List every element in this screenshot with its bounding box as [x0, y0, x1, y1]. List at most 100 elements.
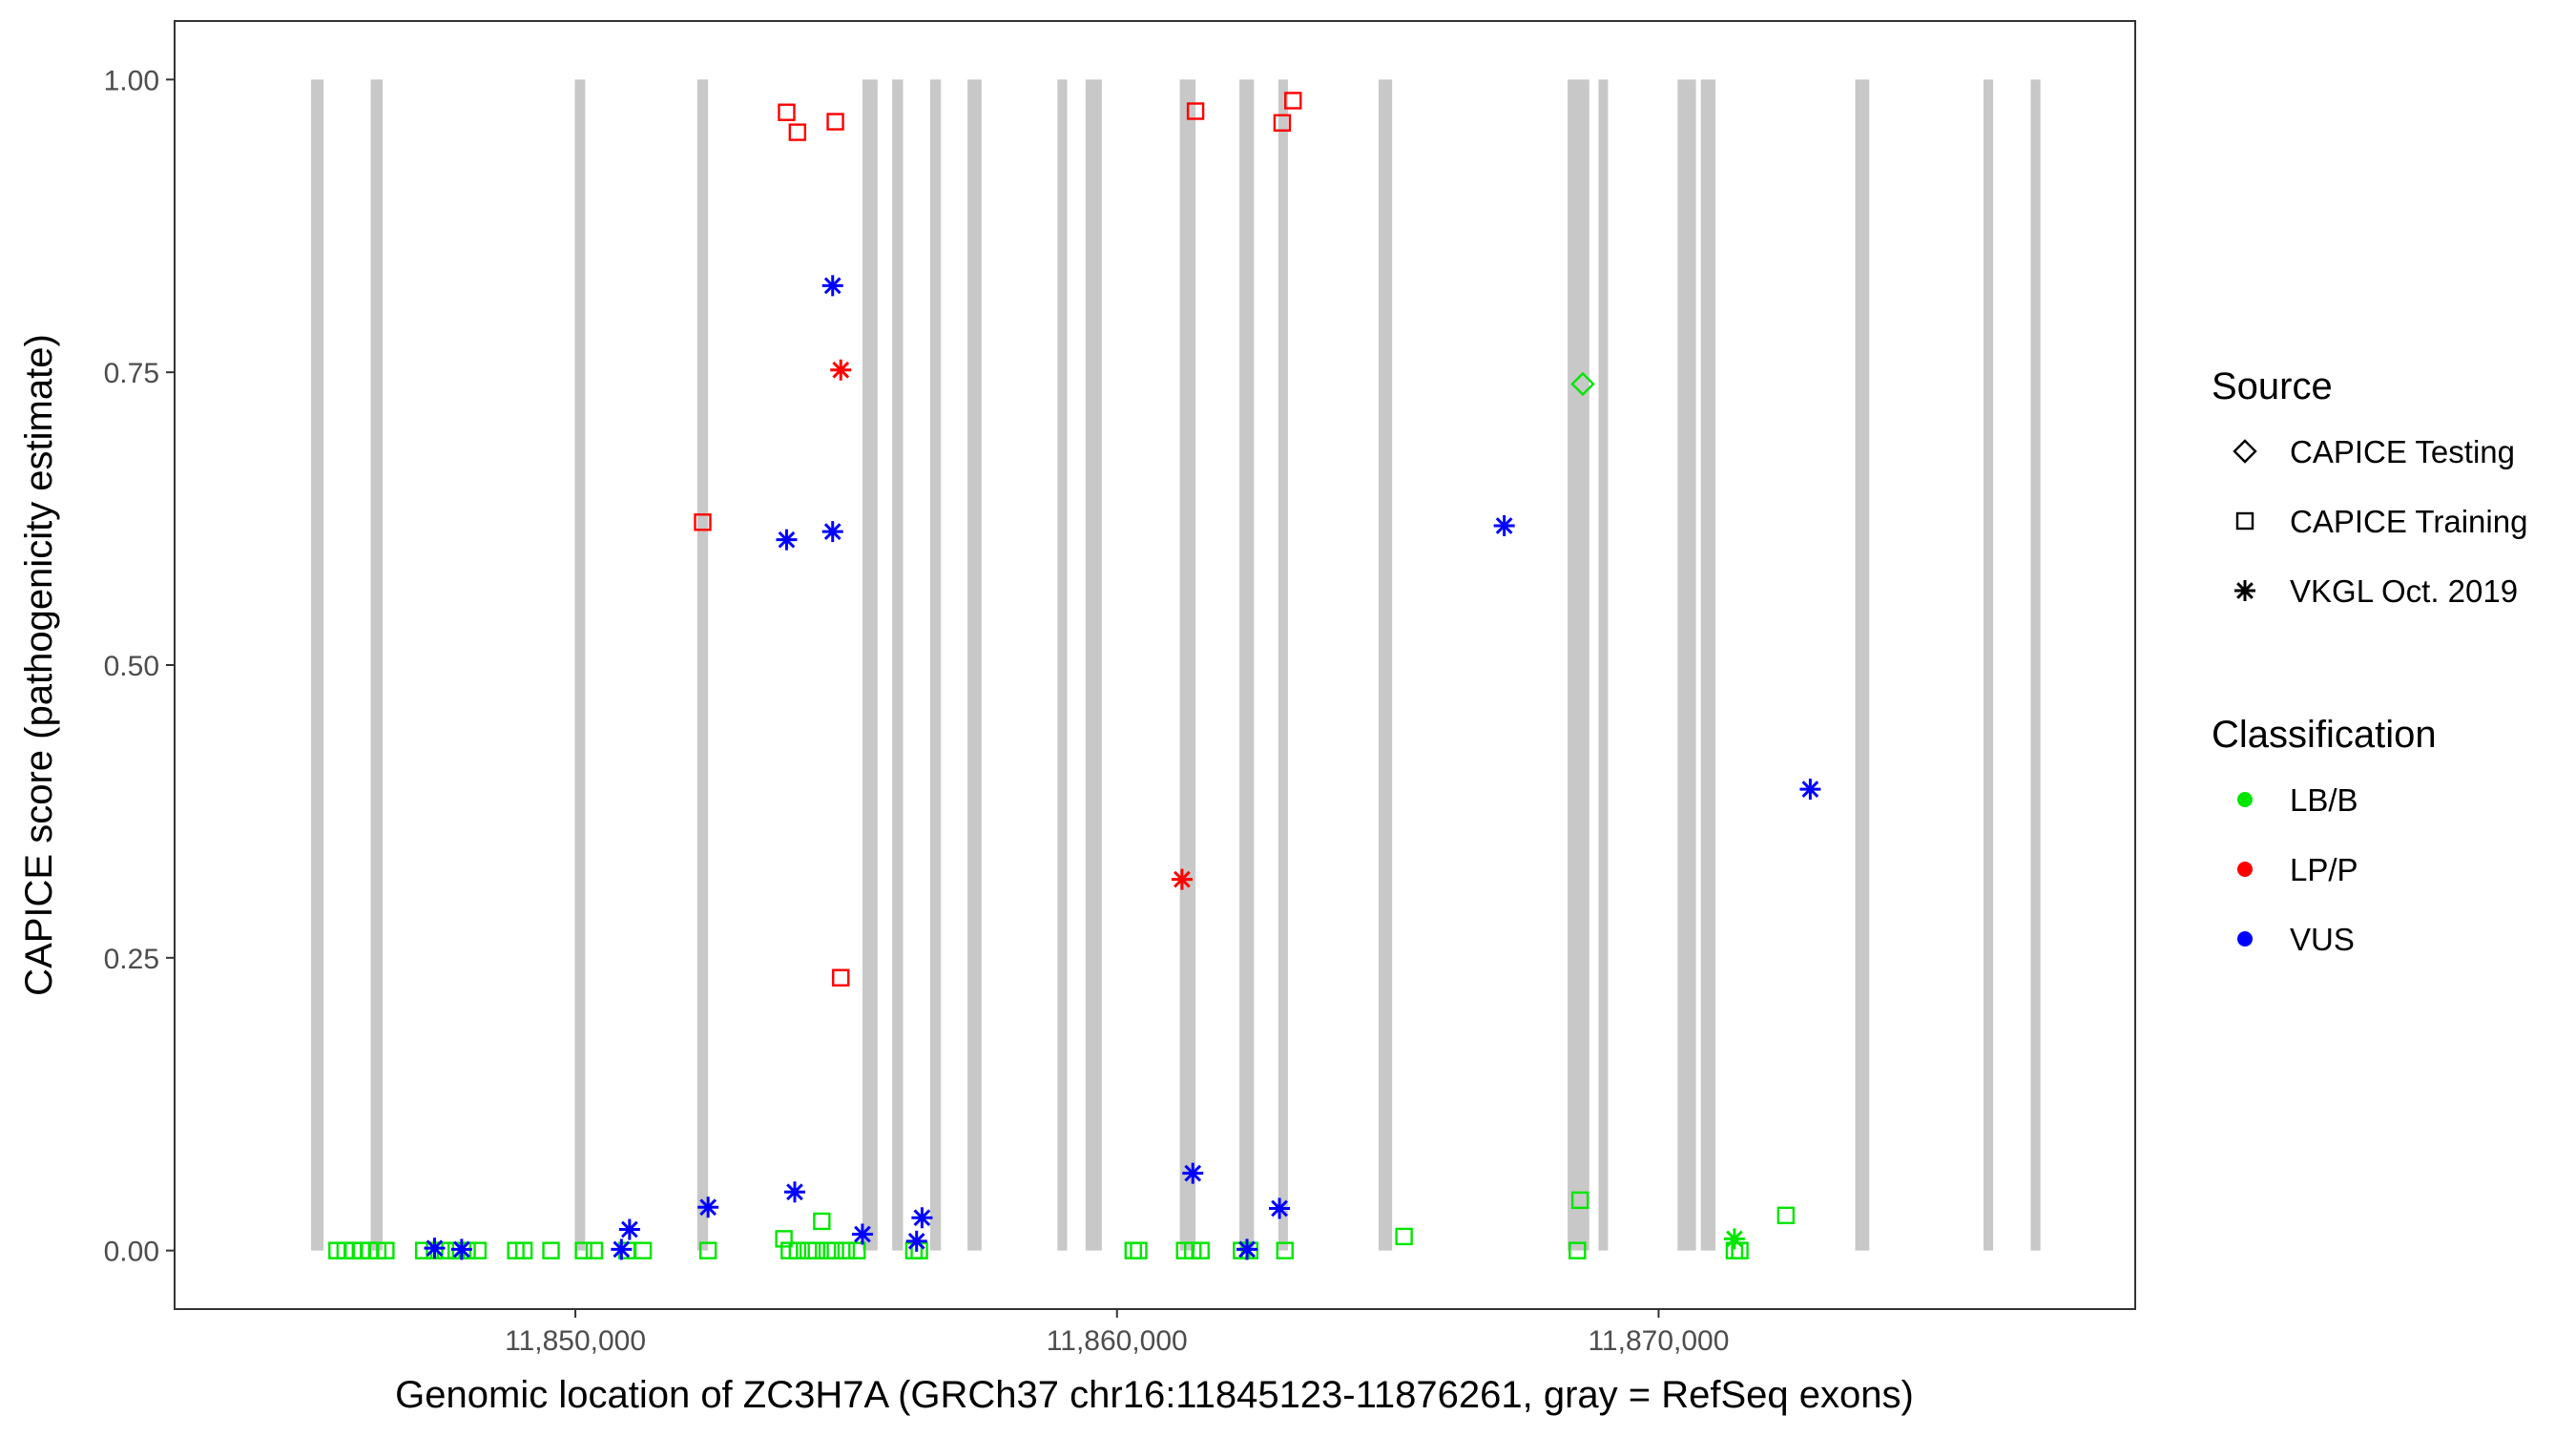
y-tick-label: 0.50 — [104, 651, 159, 682]
exon-band — [1984, 79, 1994, 1251]
data-point — [514, 1241, 533, 1259]
exon-band — [696, 79, 709, 1251]
legend: Source CAPICE Testing CAPICE Training VKGL … — [2212, 365, 2527, 957]
data-point — [826, 1241, 844, 1259]
legend-item-label: CAPICE Testing — [2290, 434, 2515, 469]
legend-key-asterisk — [2234, 580, 2255, 601]
legend-item-label: LB/B — [2290, 782, 2358, 818]
exon-band — [967, 79, 982, 1251]
data-point — [830, 359, 852, 381]
y-tick-label: 0.25 — [104, 944, 159, 975]
data-points — [328, 92, 1821, 1260]
exon-band — [370, 79, 383, 1251]
exon-band — [1278, 79, 1288, 1251]
legend-key-dot — [2237, 792, 2253, 807]
legend-item-label: CAPICE Training — [2290, 504, 2527, 539]
x-tick-label: 11,850,000 — [505, 1325, 646, 1357]
data-point — [813, 1212, 831, 1231]
data-point — [837, 1241, 856, 1259]
exon-band — [574, 79, 586, 1251]
data-point — [778, 103, 796, 121]
data-point — [821, 521, 843, 543]
data-point — [1171, 868, 1193, 890]
legend-key-dot — [2237, 862, 2253, 877]
data-point — [832, 968, 850, 987]
exon-band — [1085, 79, 1102, 1251]
legend-item-label: VUS — [2290, 922, 2355, 957]
data-point — [424, 1238, 446, 1259]
exon-bands — [311, 79, 2041, 1251]
legend-item-label: LP/P — [2290, 852, 2358, 887]
data-point — [1284, 92, 1302, 110]
y-tick-label: 0.75 — [104, 358, 159, 389]
exon-band — [1855, 79, 1870, 1251]
legend-title: Source — [2212, 365, 2333, 407]
exon-band — [1568, 79, 1589, 1251]
exon-band — [1700, 79, 1716, 1251]
data-point — [1776, 1206, 1796, 1225]
data-point — [1570, 371, 1595, 397]
data-point — [1799, 779, 1821, 801]
data-point — [1236, 1238, 1258, 1260]
data-point — [1269, 1197, 1291, 1219]
data-point — [1395, 1227, 1413, 1246]
data-point — [848, 1241, 866, 1259]
legend-title: Classification — [2212, 714, 2437, 756]
data-point — [698, 1241, 717, 1259]
exon-band — [892, 79, 904, 1251]
data-point — [611, 1238, 633, 1260]
data-point — [851, 1223, 873, 1245]
data-point — [377, 1241, 395, 1259]
exon-band — [2030, 79, 2041, 1251]
exon-band — [1677, 79, 1696, 1251]
data-point — [783, 1181, 805, 1203]
data-point — [1182, 1162, 1204, 1184]
data-point — [1570, 1191, 1589, 1210]
legend-item-label: VKGL Oct. 2019 — [2290, 573, 2518, 609]
data-point — [775, 1230, 793, 1248]
exon-band — [311, 79, 324, 1251]
exon-band — [1239, 79, 1255, 1251]
data-point — [1130, 1241, 1148, 1259]
data-point — [807, 1241, 825, 1259]
data-point — [776, 529, 798, 551]
data-point — [1192, 1241, 1210, 1259]
legend-key-diamond — [2233, 439, 2257, 464]
data-point — [1493, 514, 1515, 536]
data-point — [826, 113, 844, 131]
data-point — [1723, 1228, 1745, 1250]
data-point — [618, 1218, 640, 1240]
data-point — [450, 1238, 472, 1260]
exon-band — [929, 79, 942, 1251]
y-axis-label: CAPICE score (pathogenicity estimate) — [18, 334, 60, 996]
data-point — [788, 123, 807, 141]
axes: 0.00 0.25 0.50 0.75 1.00 11,850,000 11,860,000… — [104, 65, 1730, 1357]
data-point — [574, 1241, 592, 1259]
legend-key-square — [2235, 511, 2254, 531]
x-tick-label: 11,860,000 — [1047, 1325, 1188, 1357]
exon-band — [862, 79, 878, 1251]
data-point — [585, 1241, 604, 1259]
y-tick-label: 0.00 — [104, 1237, 159, 1268]
legend-key-dot — [2237, 931, 2253, 947]
data-point — [1273, 114, 1292, 132]
data-point — [1186, 102, 1205, 120]
data-point — [821, 275, 843, 297]
data-point — [1568, 1241, 1587, 1259]
data-point — [694, 513, 712, 531]
data-point — [788, 1241, 807, 1259]
data-point — [911, 1207, 933, 1229]
exon-band — [1598, 79, 1609, 1251]
x-tick-label: 11,870,000 — [1588, 1325, 1729, 1357]
y-tick-label: 1.00 — [104, 65, 159, 96]
data-point — [634, 1241, 653, 1259]
exon-band — [1057, 79, 1068, 1251]
exon-band — [1378, 79, 1393, 1251]
data-point — [905, 1230, 927, 1252]
exon-band — [1179, 79, 1196, 1251]
data-point — [1276, 1241, 1294, 1259]
data-point — [697, 1197, 719, 1218]
